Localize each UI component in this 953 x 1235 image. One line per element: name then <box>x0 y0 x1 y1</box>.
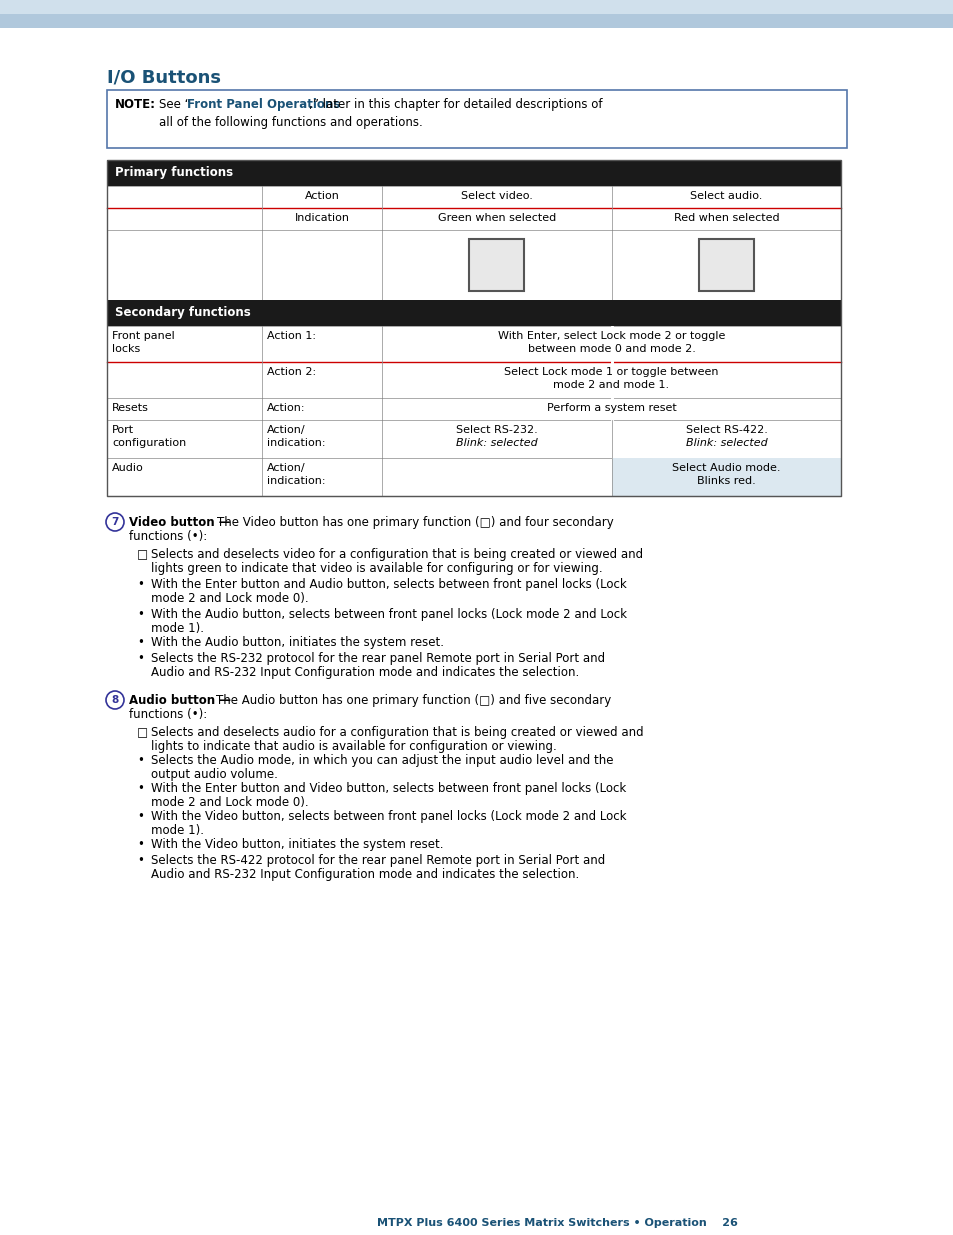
Text: Select RS-232.: Select RS-232. <box>456 425 537 435</box>
Text: •: • <box>137 853 144 867</box>
Text: between mode 0 and mode 2.: between mode 0 and mode 2. <box>527 345 695 354</box>
Text: functions (•):: functions (•): <box>129 708 207 721</box>
FancyBboxPatch shape <box>612 458 841 496</box>
Text: 7: 7 <box>112 517 118 527</box>
Text: Selects the RS-422 protocol for the rear panel Remote port in Serial Port and: Selects the RS-422 protocol for the rear… <box>151 853 604 867</box>
Text: Action 2:: Action 2: <box>267 367 315 377</box>
Text: The Video button has one primary function (□) and four secondary: The Video button has one primary functio… <box>216 516 613 529</box>
Text: Blink: selected: Blink: selected <box>685 438 766 448</box>
FancyBboxPatch shape <box>107 90 846 148</box>
Text: lights green to indicate that video is available for configuring or for viewing.: lights green to indicate that video is a… <box>151 562 602 576</box>
Text: The Audio button has one primary function (□) and five secondary: The Audio button has one primary functio… <box>215 694 611 706</box>
Text: •: • <box>137 782 144 795</box>
Text: Red when selected: Red when selected <box>673 212 779 224</box>
Text: mode 2 and Lock mode 0).: mode 2 and Lock mode 0). <box>151 592 309 605</box>
Text: functions (•):: functions (•): <box>129 530 207 543</box>
Bar <box>107 161 841 496</box>
FancyBboxPatch shape <box>107 161 841 186</box>
Text: •: • <box>137 608 144 621</box>
Text: Audio and RS-232 Input Configuration mode and indicates the selection.: Audio and RS-232 Input Configuration mod… <box>151 666 578 679</box>
Text: Secondary functions: Secondary functions <box>115 306 251 319</box>
FancyBboxPatch shape <box>107 300 841 326</box>
Text: VIDEO: VIDEO <box>478 264 515 274</box>
Text: With the Audio button, selects between front panel locks (Lock mode 2 and Lock: With the Audio button, selects between f… <box>151 608 626 621</box>
Text: Audio and RS-232 Input Configuration mode and indicates the selection.: Audio and RS-232 Input Configuration mod… <box>151 868 578 881</box>
Text: Action/: Action/ <box>267 463 305 473</box>
Text: Action: Action <box>304 191 339 201</box>
Text: •: • <box>137 636 144 650</box>
Text: Video button —: Video button — <box>129 516 234 529</box>
Text: I/O Buttons: I/O Buttons <box>107 68 221 86</box>
Text: MTPX Plus 6400 Series Matrix Switchers • Operation    26: MTPX Plus 6400 Series Matrix Switchers •… <box>376 1218 737 1228</box>
Text: With the Video button, initiates the system reset.: With the Video button, initiates the sys… <box>151 839 443 851</box>
Text: Blink: selected: Blink: selected <box>456 438 537 448</box>
Text: With the Enter button and Video button, selects between front panel locks (Lock: With the Enter button and Video button, … <box>151 782 625 795</box>
Text: Indication: Indication <box>294 212 349 224</box>
Text: •: • <box>137 810 144 823</box>
Text: With the Video button, selects between front panel locks (Lock mode 2 and Lock: With the Video button, selects between f… <box>151 810 626 823</box>
Text: •: • <box>137 755 144 767</box>
Text: Select Audio mode.: Select Audio mode. <box>672 463 780 473</box>
Text: Selects and deselects video for a configuration that is being created or viewed : Selects and deselects video for a config… <box>151 548 642 561</box>
Text: □: □ <box>137 726 148 739</box>
Text: Blinks red.: Blinks red. <box>697 475 755 487</box>
Text: AUDIO: AUDIO <box>707 264 744 274</box>
Text: Selects the Audio mode, in which you can adjust the input audio level and the: Selects the Audio mode, in which you can… <box>151 755 613 767</box>
Text: Green when selected: Green when selected <box>437 212 556 224</box>
Text: Resets: Resets <box>112 403 149 412</box>
FancyBboxPatch shape <box>699 240 753 291</box>
Text: Front panel: Front panel <box>112 331 174 341</box>
Text: Action:: Action: <box>267 403 305 412</box>
FancyBboxPatch shape <box>0 0 953 14</box>
Text: output audio volume.: output audio volume. <box>151 768 277 781</box>
Text: Audio: Audio <box>112 463 144 473</box>
Text: Primary functions: Primary functions <box>115 165 233 179</box>
Text: Perform a system reset: Perform a system reset <box>546 403 676 412</box>
Text: lights to indicate that audio is available for configuration or viewing.: lights to indicate that audio is availab… <box>151 740 557 753</box>
Text: all of the following functions and operations.: all of the following functions and opera… <box>159 116 422 128</box>
Text: Select Lock mode 1 or toggle between: Select Lock mode 1 or toggle between <box>504 367 718 377</box>
Text: locks: locks <box>112 345 140 354</box>
Text: Select video.: Select video. <box>460 191 533 201</box>
Text: mode 1).: mode 1). <box>151 824 204 837</box>
Text: Select RS-422.: Select RS-422. <box>685 425 766 435</box>
Text: Select audio.: Select audio. <box>690 191 761 201</box>
Text: With the Enter button and Audio button, selects between front panel locks (Lock: With the Enter button and Audio button, … <box>151 578 626 592</box>
Text: Audio button —: Audio button — <box>129 694 234 706</box>
FancyBboxPatch shape <box>0 0 953 28</box>
Text: configuration: configuration <box>112 438 186 448</box>
Text: Selects the RS-232 protocol for the rear panel Remote port in Serial Port and: Selects the RS-232 protocol for the rear… <box>151 652 604 664</box>
Text: See “: See “ <box>159 98 191 111</box>
Text: 8: 8 <box>112 695 118 705</box>
Text: Action/: Action/ <box>267 425 305 435</box>
Text: •: • <box>137 839 144 851</box>
Text: mode 2 and mode 1.: mode 2 and mode 1. <box>553 380 669 390</box>
Text: indication:: indication: <box>267 475 325 487</box>
Text: With Enter, select Lock mode 2 or toggle: With Enter, select Lock mode 2 or toggle <box>497 331 724 341</box>
FancyBboxPatch shape <box>469 240 524 291</box>
Text: □: □ <box>137 548 148 561</box>
Text: mode 2 and Lock mode 0).: mode 2 and Lock mode 0). <box>151 797 309 809</box>
Text: •: • <box>137 652 144 664</box>
Text: NOTE:: NOTE: <box>115 98 156 111</box>
Text: With the Audio button, initiates the system reset.: With the Audio button, initiates the sys… <box>151 636 443 650</box>
Text: Front Panel Operations: Front Panel Operations <box>187 98 340 111</box>
Text: •: • <box>137 578 144 592</box>
Text: indication:: indication: <box>267 438 325 448</box>
Text: ,” later in this chapter for detailed descriptions of: ,” later in this chapter for detailed de… <box>309 98 602 111</box>
Text: mode 1).: mode 1). <box>151 622 204 635</box>
Text: Selects and deselects audio for a configuration that is being created or viewed : Selects and deselects audio for a config… <box>151 726 643 739</box>
Text: Action 1:: Action 1: <box>267 331 315 341</box>
Text: Port: Port <box>112 425 134 435</box>
